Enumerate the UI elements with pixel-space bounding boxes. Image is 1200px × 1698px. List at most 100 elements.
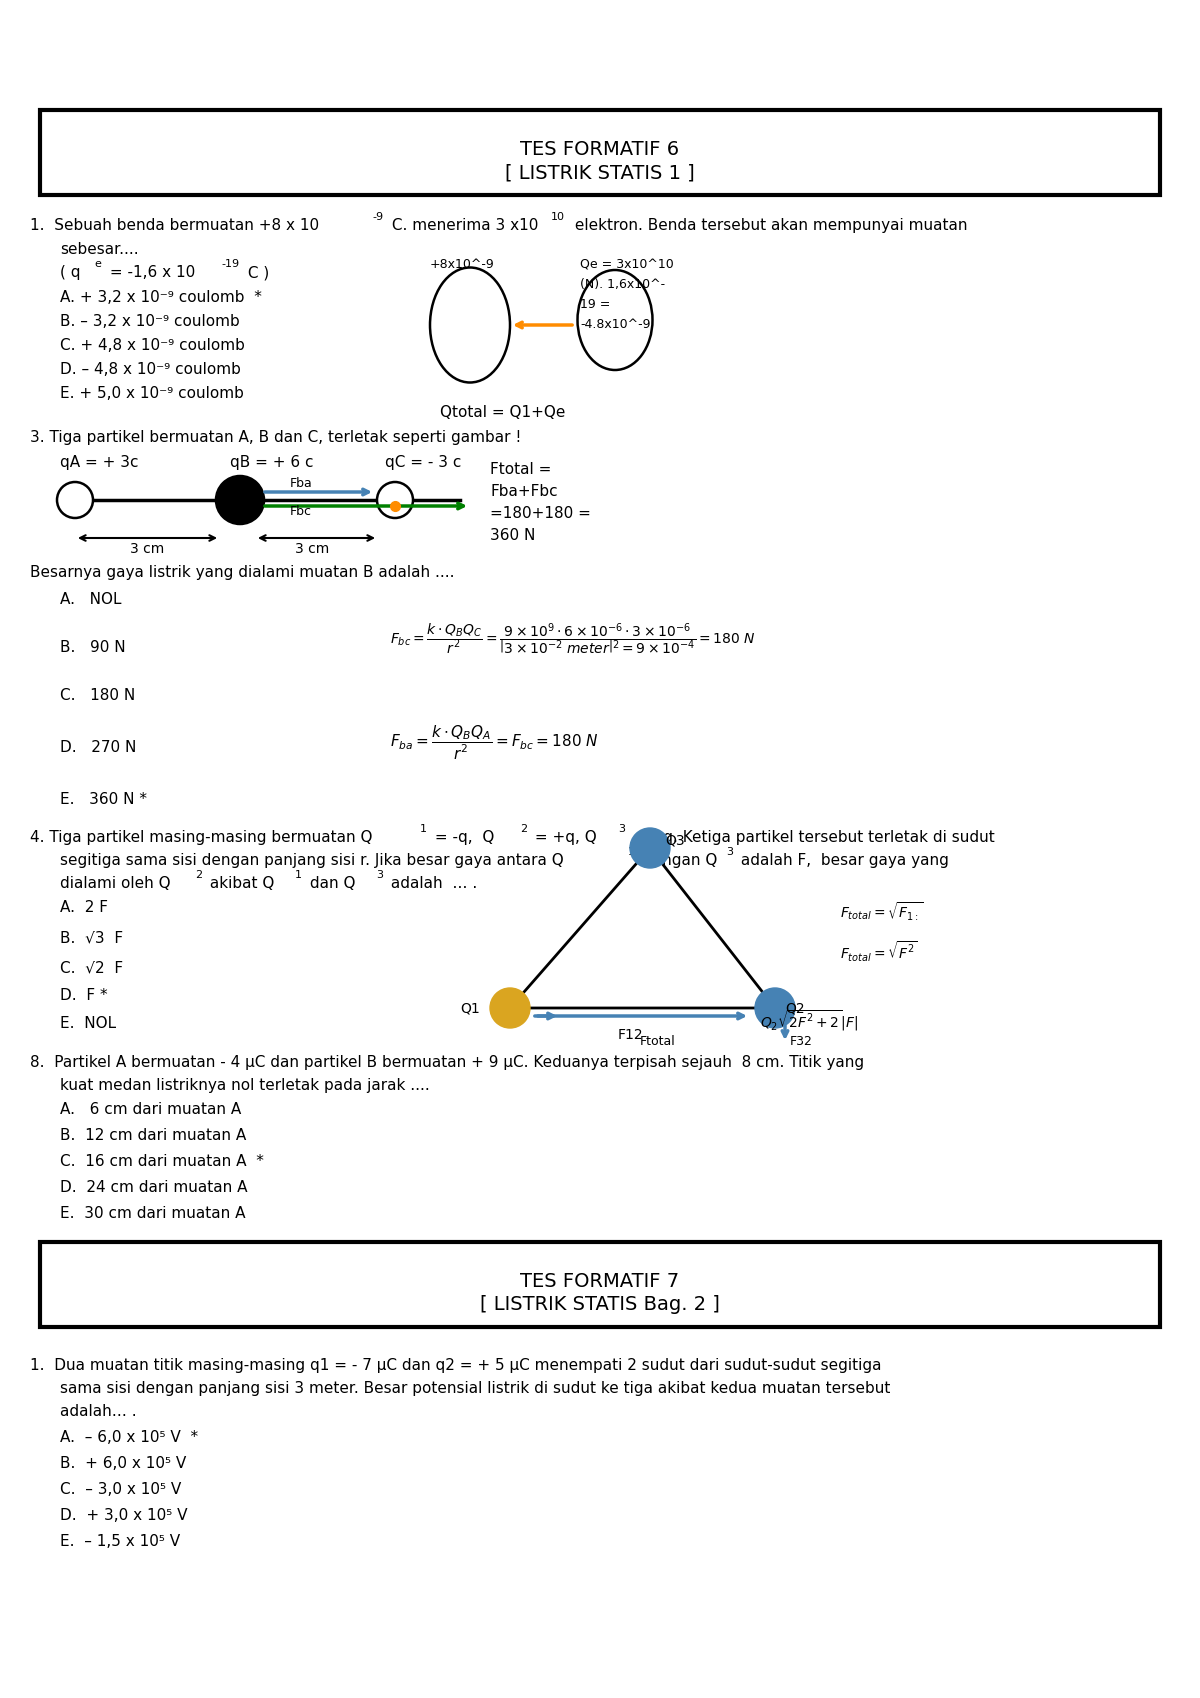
Text: 3: 3 <box>376 869 383 880</box>
Text: 3: 3 <box>618 824 625 834</box>
Text: E.  NOL: E. NOL <box>60 1015 116 1031</box>
Text: C. menerima 3 x10: C. menerima 3 x10 <box>386 217 539 233</box>
Circle shape <box>377 482 413 518</box>
Text: qC = - 3 c: qC = - 3 c <box>385 455 461 470</box>
Bar <box>40 110 1160 195</box>
Text: E.  – 1,5 x 10⁵ V: E. – 1,5 x 10⁵ V <box>60 1533 180 1549</box>
Text: ( q: ( q <box>60 265 80 280</box>
Text: sebesar....: sebesar.... <box>60 243 139 256</box>
Text: B.  12 cm dari muatan A: B. 12 cm dari muatan A <box>60 1127 246 1143</box>
Text: Q2: Q2 <box>785 1002 805 1015</box>
Text: E.   360 N *: E. 360 N * <box>60 791 148 807</box>
Text: B.   90 N: B. 90 N <box>60 640 126 655</box>
Text: $F_{total}=\sqrt{F_{1:}}$: $F_{total}=\sqrt{F_{1:}}$ <box>840 900 924 922</box>
Text: C.  √2  F: C. √2 F <box>60 959 124 975</box>
Text: Besarnya gaya listrik yang dialami muatan B adalah ....: Besarnya gaya listrik yang dialami muata… <box>30 565 455 581</box>
Text: A.   NOL: A. NOL <box>60 593 121 606</box>
Text: B. – 3,2 x 10⁻⁹ coulomb: B. – 3,2 x 10⁻⁹ coulomb <box>60 314 240 329</box>
Text: $F_{total}=\sqrt{F^2}$: $F_{total}=\sqrt{F^2}$ <box>840 941 918 964</box>
Text: 1.  Sebuah benda bermuatan +8 x 10: 1. Sebuah benda bermuatan +8 x 10 <box>30 217 319 233</box>
Text: adalah… .: adalah… . <box>60 1404 137 1420</box>
Text: Qtotal = Q1+Qe: Qtotal = Q1+Qe <box>440 406 565 419</box>
Text: C.   180 N: C. 180 N <box>60 688 136 703</box>
Text: B.  √3  F: B. √3 F <box>60 931 124 946</box>
Text: 8.  Partikel A bermuatan - 4 μC dan partikel B bermuatan + 9 μC. Keduanya terpis: 8. Partikel A bermuatan - 4 μC dan parti… <box>30 1054 864 1070</box>
Text: Fbc: Fbc <box>290 504 312 518</box>
Text: B.  + 6,0 x 10⁵ V: B. + 6,0 x 10⁵ V <box>60 1455 186 1470</box>
Text: F32: F32 <box>790 1036 812 1048</box>
Text: e: e <box>94 260 101 268</box>
Text: F12: F12 <box>617 1027 643 1043</box>
Text: D.  F *: D. F * <box>60 988 108 1004</box>
Text: -19: -19 <box>221 260 239 268</box>
Text: qA = + 3c: qA = + 3c <box>60 455 138 470</box>
Text: akibat Q: akibat Q <box>205 876 275 891</box>
Text: 3. Tiga partikel bermuatan A, B dan C, terletak seperti gambar !: 3. Tiga partikel bermuatan A, B dan C, t… <box>30 430 521 445</box>
Circle shape <box>630 829 670 868</box>
Text: +8x10^-9: +8x10^-9 <box>430 258 494 272</box>
Text: dengan Q: dengan Q <box>638 852 718 868</box>
Circle shape <box>216 475 264 525</box>
Circle shape <box>755 988 796 1027</box>
Text: 4. Tiga partikel masing-masing bermuatan Q: 4. Tiga partikel masing-masing bermuatan… <box>30 830 372 846</box>
Text: D.   270 N: D. 270 N <box>60 740 137 756</box>
Text: A.   6 cm dari muatan A: A. 6 cm dari muatan A <box>60 1102 241 1117</box>
Text: Qe = 3x10^10: Qe = 3x10^10 <box>580 258 673 272</box>
Text: 19 =: 19 = <box>580 299 611 311</box>
Circle shape <box>490 988 530 1027</box>
Text: -4.8x10^-9: -4.8x10^-9 <box>580 318 650 331</box>
Text: D. – 4,8 x 10⁻⁹ coulomb: D. – 4,8 x 10⁻⁹ coulomb <box>60 362 241 377</box>
Text: dialami oleh Q: dialami oleh Q <box>60 876 170 891</box>
Text: segitiga sama sisi dengan panjang sisi r. Jika besar gaya antara Q: segitiga sama sisi dengan panjang sisi r… <box>60 852 564 868</box>
Text: $F_{bc}=\dfrac{k \cdot Q_B Q_C}{r^2}=\dfrac{9 \times 10^9 \cdot 6 \times 10^{-6}: $F_{bc}=\dfrac{k \cdot Q_B Q_C}{r^2}=\df… <box>390 621 756 657</box>
Text: 1: 1 <box>628 847 635 857</box>
Text: 3 cm: 3 cm <box>130 542 164 555</box>
Text: A.  – 6,0 x 10⁵ V  *: A. – 6,0 x 10⁵ V * <box>60 1430 198 1445</box>
Text: 2: 2 <box>520 824 527 834</box>
Text: E. + 5,0 x 10⁻⁹ coulomb: E. + 5,0 x 10⁻⁹ coulomb <box>60 385 244 401</box>
Text: A. + 3,2 x 10⁻⁹ coulomb  *: A. + 3,2 x 10⁻⁹ coulomb * <box>60 290 262 306</box>
Text: (N). 1,6x10^-: (N). 1,6x10^- <box>580 278 665 290</box>
Text: kuat medan listriknya nol terletak pada jarak ....: kuat medan listriknya nol terletak pada … <box>60 1078 430 1094</box>
Bar <box>40 1241 1160 1328</box>
Text: C ): C ) <box>242 265 269 280</box>
Text: C. + 4,8 x 10⁻⁹ coulomb: C. + 4,8 x 10⁻⁹ coulomb <box>60 338 245 353</box>
Text: [ LISTRIK STATIS Bag. 2 ]: [ LISTRIK STATIS Bag. 2 ] <box>480 1296 720 1314</box>
Text: = -1,6 x 10: = -1,6 x 10 <box>106 265 196 280</box>
Circle shape <box>58 482 94 518</box>
Text: 1: 1 <box>420 824 427 834</box>
Text: dan Q: dan Q <box>305 876 355 891</box>
Text: = -q,  Q: = -q, Q <box>430 830 494 846</box>
Text: adalah F,  besar gaya yang: adalah F, besar gaya yang <box>736 852 949 868</box>
Text: 360 N: 360 N <box>490 528 535 543</box>
Text: elektron. Benda tersebut akan mempunyai muatan: elektron. Benda tersebut akan mempunyai … <box>570 217 967 233</box>
Text: 2: 2 <box>194 869 202 880</box>
Text: 1.  Dua muatan titik masing-masing q1 = - 7 μC dan q2 = + 5 μC menempati 2 sudut: 1. Dua muatan titik masing-masing q1 = -… <box>30 1358 882 1374</box>
Text: = +q, Q: = +q, Q <box>530 830 596 846</box>
Text: Ftotal =: Ftotal = <box>490 462 551 477</box>
Text: 3: 3 <box>726 847 733 857</box>
Text: [ LISTRIK STATIS 1 ]: [ LISTRIK STATIS 1 ] <box>505 163 695 182</box>
Text: Ftotal: Ftotal <box>640 1036 676 1048</box>
Text: D.  24 cm dari muatan A: D. 24 cm dari muatan A <box>60 1180 247 1195</box>
Text: adalah  … .: adalah … . <box>386 876 478 891</box>
Text: 1: 1 <box>295 869 302 880</box>
Text: Q1: Q1 <box>460 1002 480 1015</box>
Text: $Q_2\sqrt{2F^2+2}|F|$: $Q_2\sqrt{2F^2+2}|F|$ <box>760 1009 858 1032</box>
Text: TES FORMATIF 6: TES FORMATIF 6 <box>521 139 679 160</box>
Text: -9: -9 <box>372 212 383 222</box>
Text: Fba+Fbc: Fba+Fbc <box>490 484 558 499</box>
Text: E.  30 cm dari muatan A: E. 30 cm dari muatan A <box>60 1206 246 1221</box>
Text: 10: 10 <box>551 212 565 222</box>
Text: D.  + 3,0 x 10⁵ V: D. + 3,0 x 10⁵ V <box>60 1508 187 1523</box>
Text: =180+180 =: =180+180 = <box>490 506 590 521</box>
Text: C.  16 cm dari muatan A  *: C. 16 cm dari muatan A * <box>60 1155 264 1168</box>
Text: Fba: Fba <box>290 477 313 491</box>
Text: sama sisi dengan panjang sisi 3 meter. Besar potensial listrik di sudut ke tiga : sama sisi dengan panjang sisi 3 meter. B… <box>60 1380 890 1396</box>
Text: Q3: Q3 <box>665 834 685 847</box>
Text: qB = + 6 c: qB = + 6 c <box>230 455 313 470</box>
Text: A.  2 F: A. 2 F <box>60 900 108 915</box>
Text: = +q. Ketiga partikel tersebut terletak di sudut: = +q. Ketiga partikel tersebut terletak … <box>628 830 995 846</box>
Text: 3 cm: 3 cm <box>295 542 329 555</box>
Text: $F_{ba}=\dfrac{k \cdot Q_B Q_A}{r^2}=F_{bc}=180\ N$: $F_{ba}=\dfrac{k \cdot Q_B Q_A}{r^2}=F_{… <box>390 723 599 762</box>
